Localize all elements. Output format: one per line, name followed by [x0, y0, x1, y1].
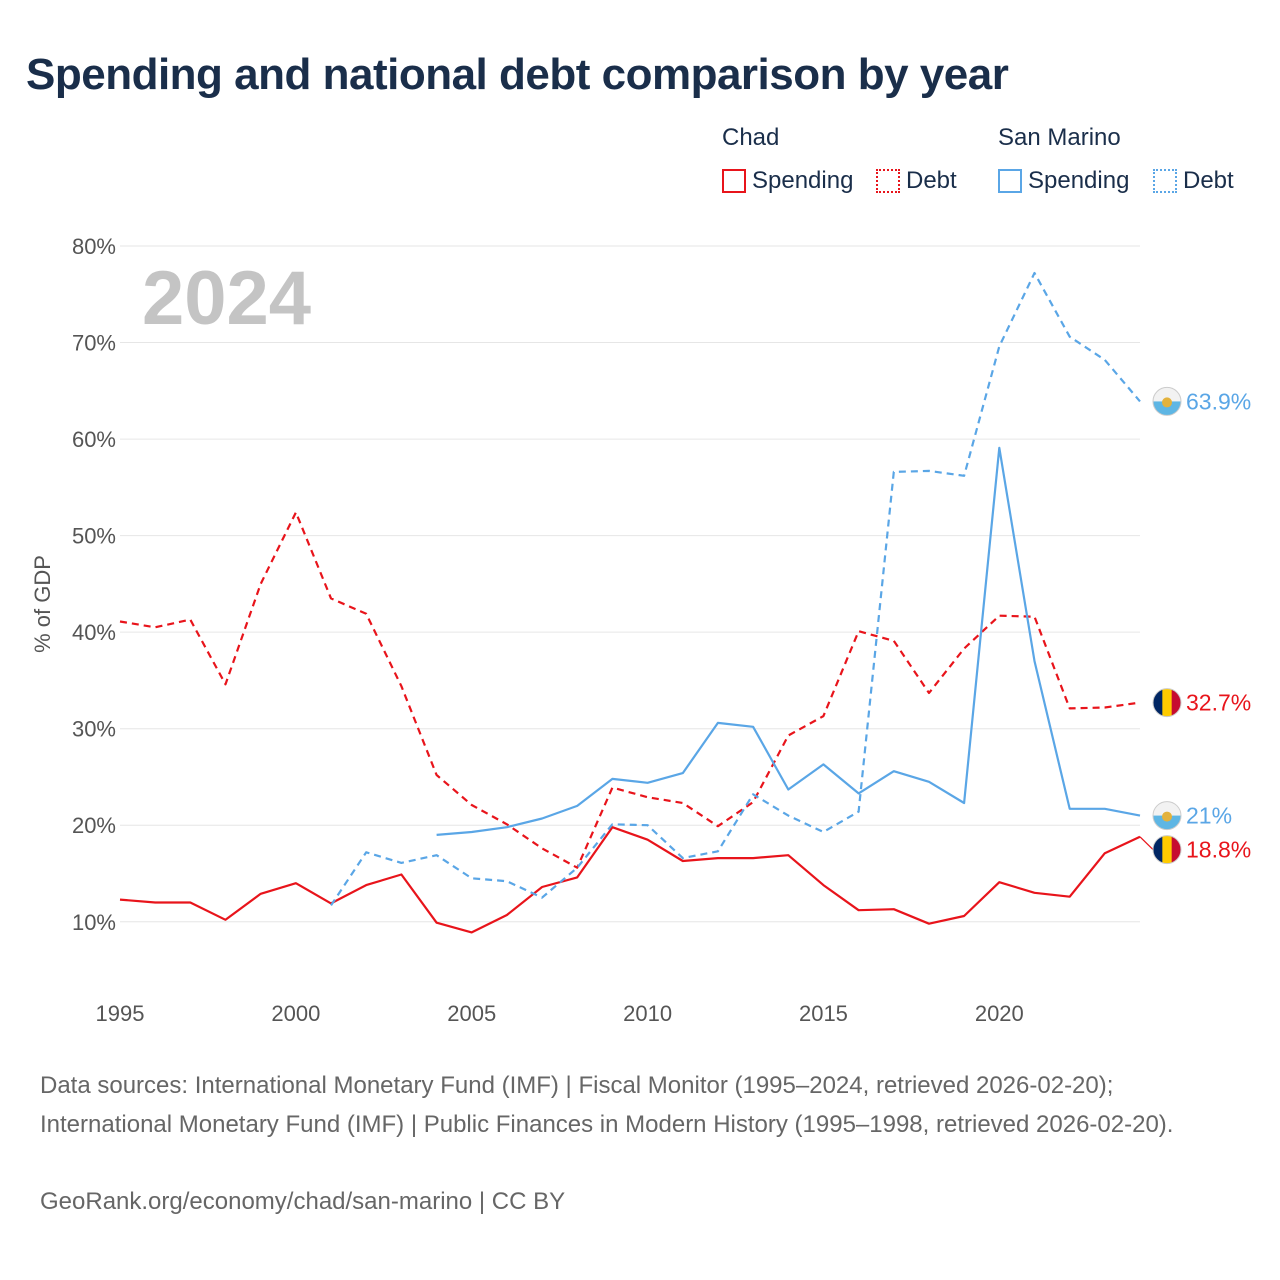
dotted-line-swatch-icon — [1153, 169, 1177, 193]
legend-label: Debt — [906, 167, 957, 194]
y-tick-label-50: 50% — [72, 524, 116, 549]
x-tick-label-1995: 1995 — [96, 1001, 145, 1026]
gridlines — [120, 245, 1140, 923]
flag-emblem — [1162, 397, 1172, 408]
solid-line-swatch-icon — [998, 169, 1022, 193]
credit-link[interactable]: GeoRank.org/economy/chad/san-marino | CC… — [40, 1188, 566, 1215]
legend-label: Debt — [1183, 167, 1234, 194]
x-tick-label-2000: 2000 — [271, 1001, 320, 1026]
year-watermark: 2024 — [142, 256, 311, 341]
y-tick-label-10: 10% — [72, 910, 116, 935]
flag-stripe-blue — [1153, 688, 1163, 717]
chad-debt-end-label: 32.7% — [1186, 690, 1251, 716]
flag-emblem — [1162, 811, 1172, 822]
san-marino-debt-line — [330, 271, 1141, 907]
y-tick-label-70: 70% — [72, 331, 116, 356]
x-tick-label-2015: 2015 — [799, 1001, 848, 1026]
legend-item-san-marino-debt[interactable]: Debt — [1153, 166, 1234, 196]
flag-stripe-blue — [1153, 835, 1163, 864]
flag-stripe-red — [1171, 688, 1181, 717]
x-tick-label-2020: 2020 — [975, 1001, 1024, 1026]
data-sources-note: Data sources: International Monetary Fun… — [40, 1072, 1174, 1138]
y-axis-ticks: 10% 20% 30% 40% 50% 60% 70% 80% — [72, 234, 116, 935]
legend-group-chad: Chad — [722, 124, 780, 151]
flag-stripe-red — [1171, 835, 1181, 864]
y-tick-label-30: 30% — [72, 717, 116, 742]
chad-flag-icon — [1152, 835, 1182, 865]
san-marino-flag-icon — [1152, 386, 1182, 416]
flag-stripe-yellow — [1162, 688, 1173, 717]
x-tick-label-2005: 2005 — [447, 1001, 496, 1026]
solid-line-swatch-icon — [722, 169, 746, 193]
y-axis-title: % of GDP — [30, 555, 55, 653]
chad-flag-icon — [1152, 688, 1182, 718]
legend-label: Spending — [1028, 167, 1130, 194]
legend-label: Spending — [752, 167, 854, 194]
flag-half-white — [1153, 387, 1181, 402]
flag-outline — [1152, 801, 1182, 831]
flag-stripe-yellow — [1162, 835, 1173, 864]
legend-item-san-marino-spending[interactable]: Spending — [998, 166, 1129, 196]
chad-spending-end-label: 18.8% — [1186, 837, 1251, 863]
flag-half-blue — [1153, 401, 1181, 416]
y-tick-label-60: 60% — [72, 427, 116, 452]
legend-item-chad-spending[interactable]: Spending — [722, 166, 853, 196]
y-tick-label-40: 40% — [72, 620, 116, 645]
dotted-line-swatch-icon — [876, 169, 900, 193]
y-tick-label-20: 20% — [72, 813, 116, 838]
san-marino-spending-line — [436, 446, 1141, 836]
x-axis-ticks: 1995 2000 2005 2010 2015 2020 — [96, 1001, 1024, 1026]
chad-spending-line — [119, 826, 1141, 934]
san-marino-spending-end-label: 21% — [1186, 803, 1232, 829]
legend-group-san-marino: San Marino — [998, 124, 1121, 151]
flag-outline — [1152, 386, 1182, 416]
flag-half-blue — [1153, 815, 1181, 830]
flag-half-white — [1153, 801, 1181, 816]
chad-spending-leader-line — [1139, 836, 1154, 851]
san-marino-flag-icon — [1152, 801, 1182, 831]
x-tick-label-2010: 2010 — [623, 1001, 672, 1026]
chad-debt-line — [119, 511, 1141, 869]
end-labels: 63.9% 32.7% 21% 18.8% — [1139, 386, 1251, 865]
line-chart: 2024 % of GDP 10% 20% 30% 40% 50% 60% 70% 80% 1… — [30, 234, 1251, 1026]
series-lines — [119, 271, 1141, 934]
chart-title: Spending and national debt comparison by… — [26, 50, 1009, 99]
y-tick-label-80: 80% — [72, 234, 116, 259]
flag-outline — [1152, 835, 1182, 865]
san-marino-debt-end-label: 63.9% — [1186, 388, 1251, 414]
flag-outline — [1152, 688, 1182, 718]
legend-item-chad-debt[interactable]: Debt — [876, 166, 957, 196]
